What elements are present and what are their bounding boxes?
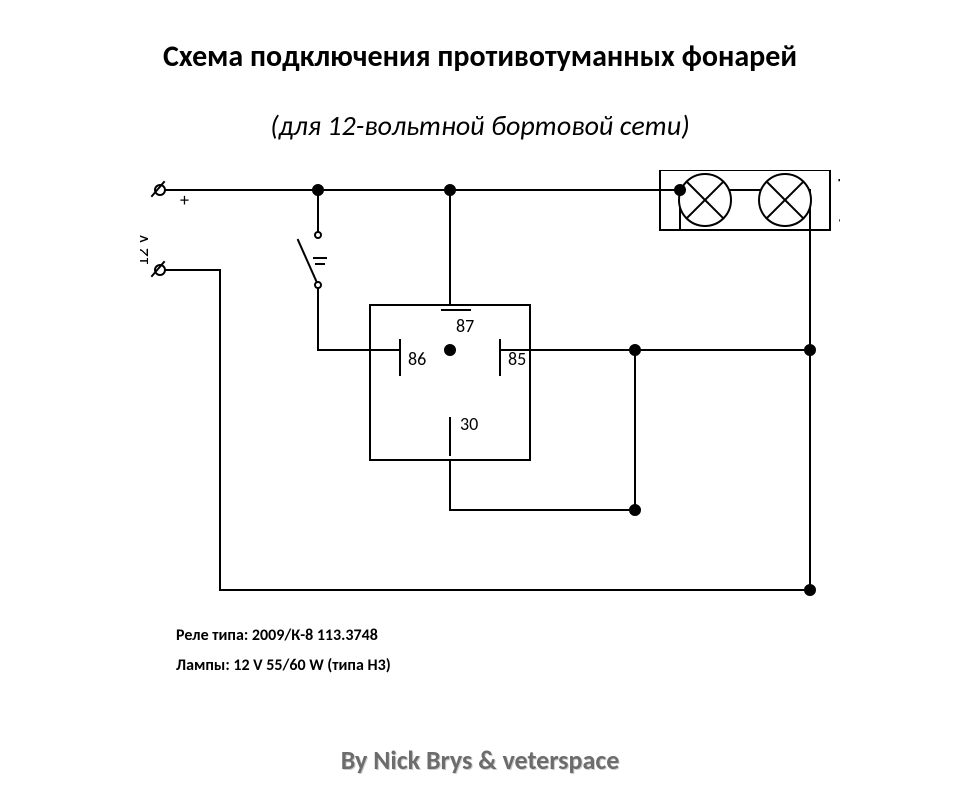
svg-text:12 V: 12 V <box>140 233 153 266</box>
svg-text:85: 85 <box>508 348 526 370</box>
note-lamp-type: Лампы: 12 V 55/60 W (типа H3) <box>176 656 391 675</box>
svg-text:86: 86 <box>408 348 426 370</box>
note-relay-type: Реле типа: 2009/К-8 113.3748 <box>176 626 378 645</box>
svg-text:+: + <box>180 189 189 211</box>
svg-text:−: − <box>838 206 840 235</box>
byline: By Nick Brys & veterspace <box>0 744 960 776</box>
svg-text:87: 87 <box>456 315 474 337</box>
wiring-schematic: 87 86 85 30 + − + − 12 V <box>140 170 840 600</box>
svg-text:+: + <box>838 170 840 195</box>
svg-text:30: 30 <box>460 413 478 435</box>
page-title: Схема подключения противотуманных фонаре… <box>0 38 960 75</box>
page-subtitle: (для 12-вольтной бортовой сети) <box>0 108 960 143</box>
svg-text:−: − <box>180 259 189 281</box>
